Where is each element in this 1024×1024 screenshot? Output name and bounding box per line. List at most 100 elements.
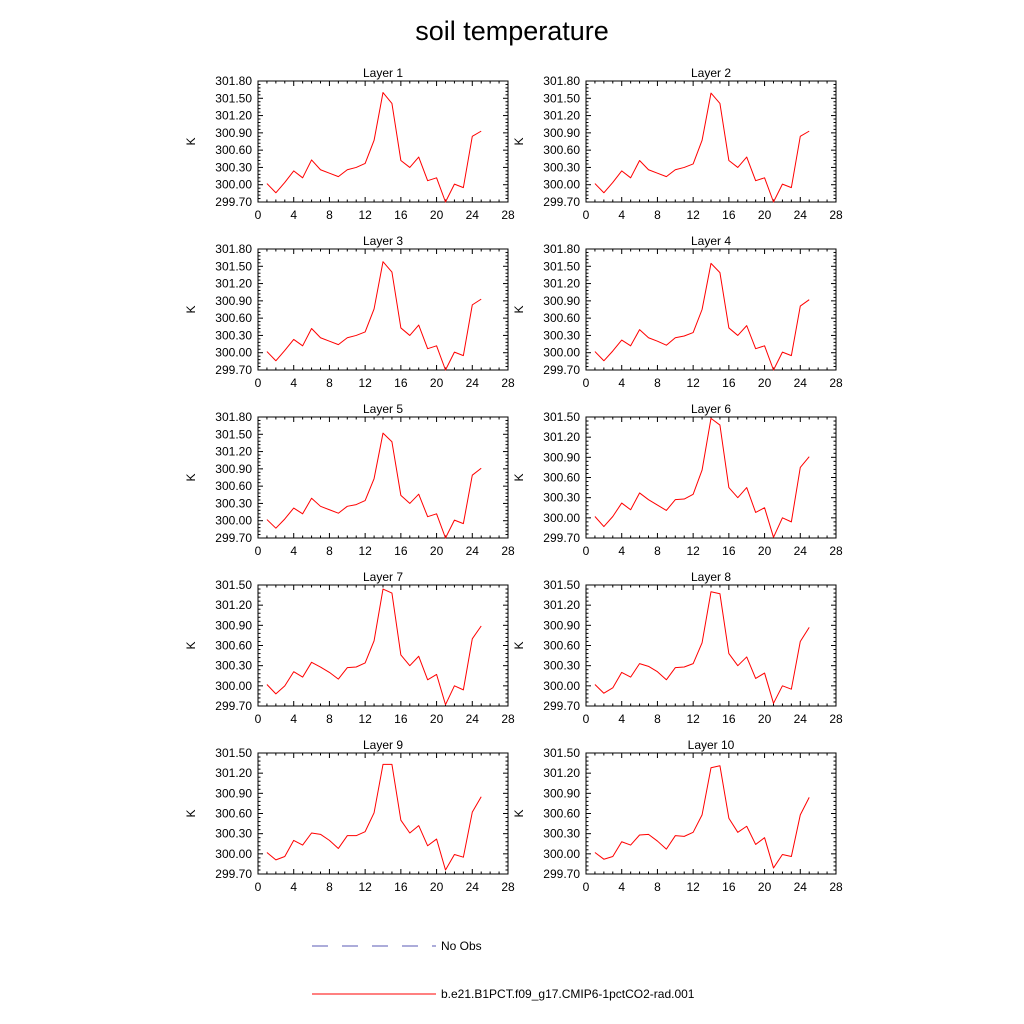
x-tick-label: 8 [654,376,661,390]
panel-title: Layer 3 [363,234,403,248]
x-tick-label: 4 [618,208,625,222]
x-tick-label: 8 [326,208,333,222]
plot-frame [585,752,837,875]
x-tick-label: 20 [758,712,772,726]
y-tick-label: 301.20 [215,598,252,612]
x-tick-label: 20 [430,376,444,390]
x-tick-label: 4 [290,712,297,726]
panel-layer-9: Layer 9 K 0 4 8 12 16 20 24 28 299.70 300.00 300.30 3… [184,738,515,894]
y-tick-label: 301.20 [543,109,580,123]
panel-layer-3: Layer 3 K 0 4 8 12 16 20 24 28 299.70 300.00 300.30 3… [184,234,515,390]
y-tick-label: 299.70 [543,699,580,713]
x-tick-label: 24 [794,208,808,222]
series-line [266,92,482,203]
y-tick-label: 300.60 [543,311,580,325]
x-tick-label: 24 [794,376,808,390]
x-tick-label: 12 [358,712,372,726]
x-tick-label: 24 [466,208,480,222]
y-axis-label: K [184,473,198,481]
figure-title: soil temperature [415,16,609,46]
x-tick-label: 28 [829,544,843,558]
panel-title: Layer 5 [363,402,403,416]
y-tick-label: 300.30 [215,160,252,174]
panel-layer-10: Layer 10 K 0 4 8 12 16 20 24 28 299.70 300.00 300.30… [512,738,843,894]
y-tick-label: 301.80 [215,242,252,256]
y-tick-label: 301.50 [543,259,580,273]
panel-layer-1: Layer 1 K 0 4 8 12 16 20 24 28 299.70 300.00 300.30 3… [184,66,515,222]
x-tick-label: 28 [501,208,515,222]
legend: No Obs b.e21.B1PCT.f09_g17.CMIP6-1pctCO2-… [312,939,695,1001]
x-tick-label: 4 [618,880,625,894]
x-tick-label: 24 [794,712,808,726]
plot-frame [585,80,837,203]
series-line [266,261,482,371]
y-tick-label: 300.90 [543,618,580,632]
series-line [594,417,810,538]
x-tick-label: 16 [394,376,408,390]
y-axis-label: K [184,809,198,817]
series-line [266,432,482,539]
x-tick-label: 28 [501,376,515,390]
y-axis-label: K [184,641,198,649]
x-tick-label: 20 [758,376,772,390]
legend-label: No Obs [441,939,482,953]
y-tick-label: 301.80 [215,410,252,424]
x-tick-label: 24 [794,544,808,558]
y-tick-label: 300.60 [215,479,252,493]
y-tick-label: 301.20 [543,430,580,444]
y-tick-label: 300.00 [543,178,580,192]
x-tick-label: 16 [394,712,408,726]
y-tick-label: 300.60 [215,143,252,157]
y-tick-label: 301.50 [215,578,252,592]
y-tick-label: 301.50 [215,259,252,273]
x-tick-label: 4 [618,544,625,558]
y-tick-label: 300.00 [215,178,252,192]
y-tick-label: 300.90 [543,126,580,140]
y-tick-label: 301.50 [543,91,580,105]
y-tick-label: 300.00 [543,847,580,861]
y-axis-label: K [512,641,526,649]
plot-frame [585,248,837,371]
x-tick-label: 20 [430,880,444,894]
y-tick-label: 299.70 [543,867,580,881]
y-axis-label: K [184,137,198,145]
y-tick-label: 299.70 [543,195,580,209]
x-tick-label: 8 [654,208,661,222]
x-tick-label: 12 [358,376,372,390]
y-tick-label: 300.60 [543,143,580,157]
y-tick-label: 300.30 [215,328,252,342]
x-tick-label: 28 [829,880,843,894]
x-tick-label: 28 [501,880,515,894]
panel-layer-8: Layer 8 K 0 4 8 12 16 20 24 28 299.70 300.00 300.30 3… [512,570,843,726]
x-tick-label: 24 [466,544,480,558]
x-tick-label: 28 [829,208,843,222]
y-tick-label: 301.50 [543,410,580,424]
x-tick-label: 28 [501,544,515,558]
y-axis-label: K [512,473,526,481]
panel-title: Layer 8 [691,570,731,584]
y-tick-label: 300.00 [543,679,580,693]
x-tick-label: 16 [722,544,736,558]
panel-grid: Layer 1 K 0 4 8 12 16 20 24 28 299.70 300.00 300.30 3… [184,66,843,894]
x-tick-label: 12 [686,208,700,222]
series-line [594,591,810,704]
panel-title: Layer 1 [363,66,403,80]
y-axis-label: K [184,305,198,313]
panel-title: Layer 2 [691,66,731,80]
x-tick-label: 0 [583,208,590,222]
y-tick-label: 300.60 [215,311,252,325]
y-tick-label: 300.90 [215,126,252,140]
y-tick-label: 300.90 [543,294,580,308]
y-tick-label: 301.20 [543,766,580,780]
x-tick-label: 4 [290,376,297,390]
x-tick-label: 8 [326,544,333,558]
series-line [594,765,810,869]
y-tick-label: 300.60 [215,807,252,821]
x-tick-label: 12 [358,880,372,894]
x-tick-label: 0 [583,880,590,894]
panel-layer-5: Layer 5 K 0 4 8 12 16 20 24 28 299.70 300.00 300.30 3… [184,402,515,558]
plot-frame [257,584,509,707]
x-tick-label: 28 [829,376,843,390]
x-tick-label: 0 [255,880,262,894]
x-tick-label: 8 [326,880,333,894]
